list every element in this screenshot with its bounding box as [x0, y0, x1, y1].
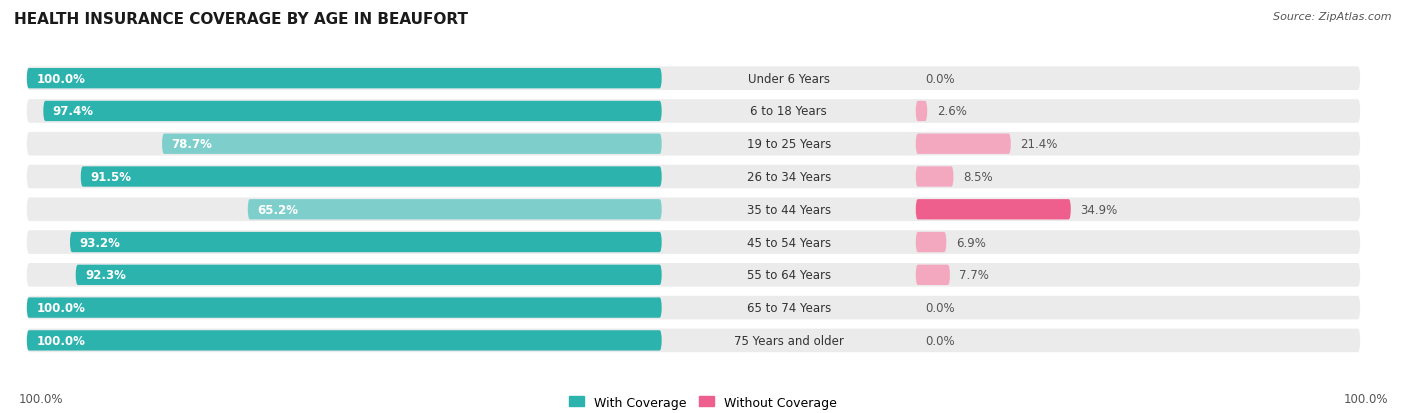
FancyBboxPatch shape	[27, 165, 1360, 189]
Text: 8.5%: 8.5%	[963, 171, 993, 183]
Text: 78.7%: 78.7%	[172, 138, 212, 151]
Text: 93.2%: 93.2%	[80, 236, 121, 249]
Legend: With Coverage, Without Coverage: With Coverage, Without Coverage	[564, 391, 842, 413]
FancyBboxPatch shape	[27, 329, 1360, 352]
FancyBboxPatch shape	[915, 233, 946, 253]
Text: 7.7%: 7.7%	[959, 269, 990, 282]
FancyBboxPatch shape	[915, 265, 950, 285]
FancyBboxPatch shape	[76, 265, 662, 285]
Text: Under 6 Years: Under 6 Years	[748, 73, 830, 85]
Text: 0.0%: 0.0%	[925, 334, 955, 347]
FancyBboxPatch shape	[27, 100, 1360, 123]
Text: 65 to 74 Years: 65 to 74 Years	[747, 301, 831, 314]
FancyBboxPatch shape	[27, 67, 1360, 91]
FancyBboxPatch shape	[27, 330, 662, 351]
Text: HEALTH INSURANCE COVERAGE BY AGE IN BEAUFORT: HEALTH INSURANCE COVERAGE BY AGE IN BEAU…	[14, 12, 468, 27]
Text: 19 to 25 Years: 19 to 25 Years	[747, 138, 831, 151]
Text: 45 to 54 Years: 45 to 54 Years	[747, 236, 831, 249]
Text: 91.5%: 91.5%	[90, 171, 131, 183]
Text: Source: ZipAtlas.com: Source: ZipAtlas.com	[1274, 12, 1392, 22]
FancyBboxPatch shape	[915, 134, 1011, 154]
Text: 97.4%: 97.4%	[53, 105, 94, 118]
FancyBboxPatch shape	[27, 231, 1360, 254]
Text: 6 to 18 Years: 6 to 18 Years	[751, 105, 827, 118]
FancyBboxPatch shape	[162, 134, 662, 154]
Text: 35 to 44 Years: 35 to 44 Years	[747, 203, 831, 216]
Text: 100.0%: 100.0%	[18, 392, 63, 405]
Text: 100.0%: 100.0%	[37, 301, 86, 314]
FancyBboxPatch shape	[27, 133, 1360, 156]
FancyBboxPatch shape	[915, 199, 1071, 220]
Text: 65.2%: 65.2%	[257, 203, 298, 216]
FancyBboxPatch shape	[915, 167, 953, 187]
FancyBboxPatch shape	[80, 167, 662, 187]
FancyBboxPatch shape	[27, 198, 1360, 221]
Text: 75 Years and older: 75 Years and older	[734, 334, 844, 347]
FancyBboxPatch shape	[915, 102, 928, 122]
Text: 100.0%: 100.0%	[1343, 392, 1388, 405]
Text: 34.9%: 34.9%	[1080, 203, 1118, 216]
Text: 6.9%: 6.9%	[956, 236, 986, 249]
FancyBboxPatch shape	[27, 298, 662, 318]
FancyBboxPatch shape	[44, 102, 662, 122]
FancyBboxPatch shape	[27, 69, 662, 89]
Text: 0.0%: 0.0%	[925, 73, 955, 85]
FancyBboxPatch shape	[70, 233, 662, 253]
Text: 55 to 64 Years: 55 to 64 Years	[747, 269, 831, 282]
Text: 100.0%: 100.0%	[37, 334, 86, 347]
Text: 100.0%: 100.0%	[37, 73, 86, 85]
Text: 26 to 34 Years: 26 to 34 Years	[747, 171, 831, 183]
Text: 2.6%: 2.6%	[936, 105, 967, 118]
Text: 21.4%: 21.4%	[1021, 138, 1057, 151]
FancyBboxPatch shape	[27, 263, 1360, 287]
FancyBboxPatch shape	[27, 296, 1360, 320]
Text: 0.0%: 0.0%	[925, 301, 955, 314]
Text: 92.3%: 92.3%	[86, 269, 127, 282]
FancyBboxPatch shape	[247, 199, 662, 220]
